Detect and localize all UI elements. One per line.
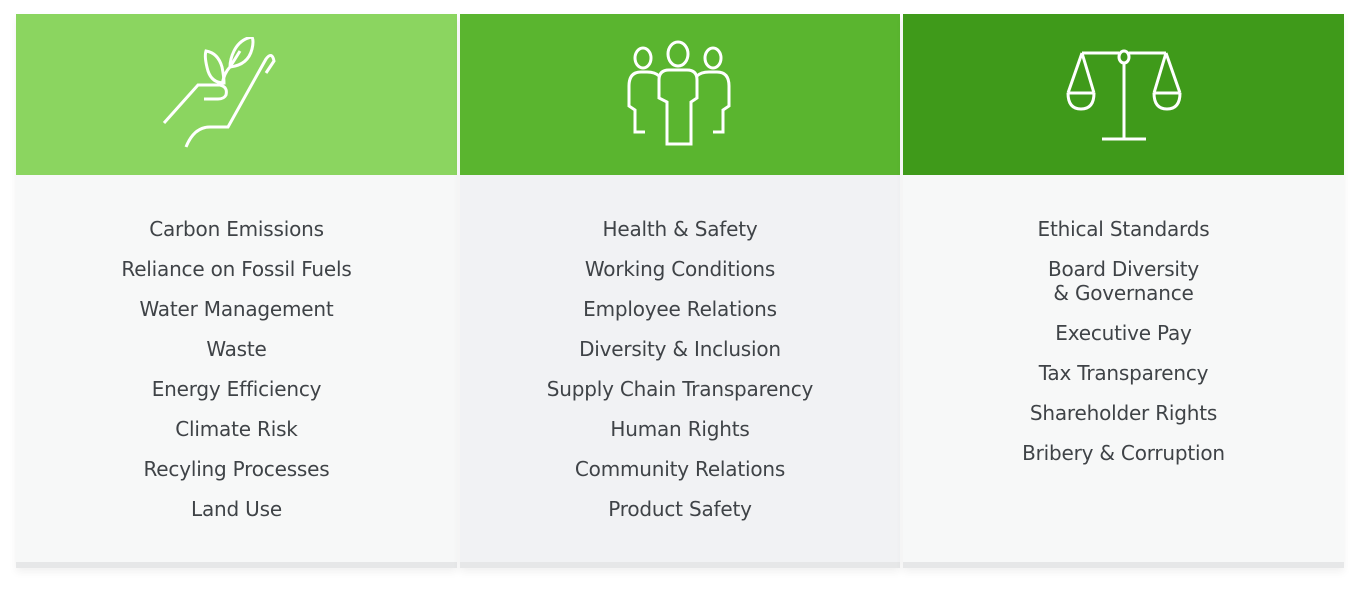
list-item: Land Use: [191, 497, 282, 521]
governance-column: Ethical Standards Board Diversity & Gove…: [903, 14, 1344, 568]
list-item: Board Diversity & Governance: [1047, 257, 1200, 305]
list-item: Community Relations: [574, 457, 786, 481]
governance-header: [903, 14, 1344, 175]
hand-plant-icon: [162, 37, 276, 148]
list-item: Energy Efficiency: [151, 377, 322, 401]
list-item: Employee Relations: [583, 297, 777, 321]
list-item: Health & Safety: [602, 217, 758, 241]
governance-list: Ethical Standards Board Diversity & Gove…: [903, 175, 1344, 568]
social-column: Health & Safety Working Conditions Emplo…: [460, 14, 900, 568]
list-item: Product Safety: [608, 497, 752, 521]
list-item: Working Conditions: [584, 257, 776, 281]
list-item: Diversity & Inclusion: [579, 337, 781, 361]
scales-icon: [1066, 49, 1181, 140]
list-item: Reliance on Fossil Fuels: [121, 257, 352, 281]
list-item: Shareholder Rights: [1029, 401, 1218, 425]
environment-column: Carbon Emissions Reliance on Fossil Fuel…: [16, 14, 457, 568]
list-item: Water Management: [139, 297, 334, 321]
social-list: Health & Safety Working Conditions Emplo…: [460, 175, 900, 568]
list-item: Ethical Standards: [1037, 217, 1210, 241]
list-item: Waste: [206, 337, 267, 361]
list-item: Bribery & Corruption: [1022, 441, 1225, 465]
list-item: Carbon Emissions: [149, 217, 324, 241]
list-item: Supply Chain Transparency: [546, 377, 814, 401]
social-header: [460, 14, 900, 175]
environment-list: Carbon Emissions Reliance on Fossil Fuel…: [16, 175, 457, 568]
list-item: Tax Transparency: [1038, 361, 1209, 385]
list-item: Human Rights: [610, 417, 750, 441]
list-item: Executive Pay: [1055, 321, 1192, 345]
list-item: Climate Risk: [175, 417, 298, 441]
list-item: Recyling Processes: [143, 457, 330, 481]
environment-header: [16, 14, 457, 175]
people-group-icon: [627, 40, 731, 145]
